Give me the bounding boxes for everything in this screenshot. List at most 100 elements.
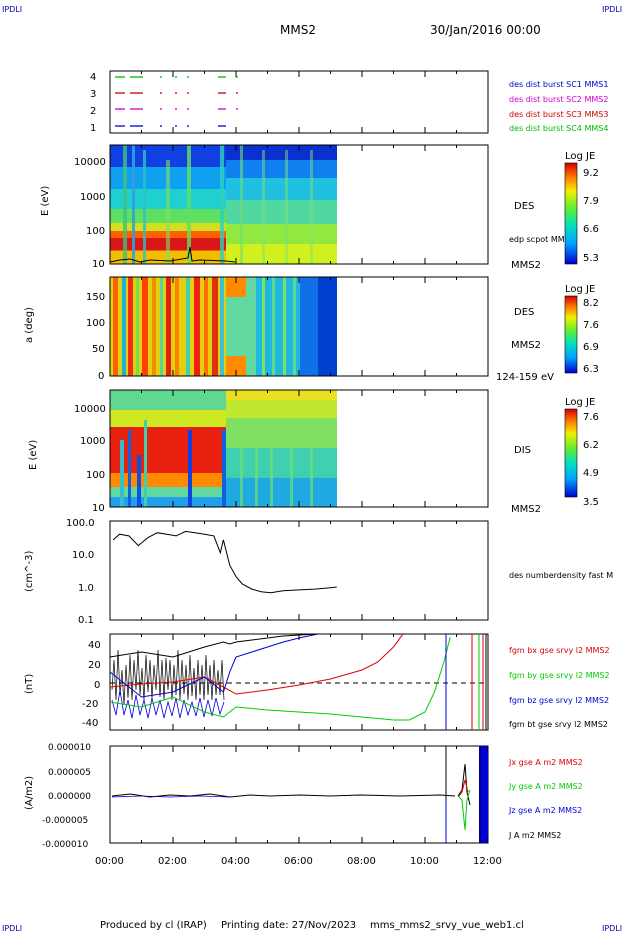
time-tick-1: 02:00 xyxy=(158,856,187,867)
des-energy-label: DES xyxy=(514,201,534,212)
current-legend-jz: Jz gse A m2 MMS2 xyxy=(508,806,582,815)
burst-panel: 4 3 2 1 des dist burst SC1 MMS1 des dist… xyxy=(90,70,608,134)
dis-energy-colorbar xyxy=(564,408,578,498)
density-frame xyxy=(109,520,489,621)
des-energy-ytick-10000: 10000 xyxy=(74,157,106,168)
dis-energy-ytick-10000: 10000 xyxy=(74,404,106,415)
des-pitch-energy-band: 124-159 eV xyxy=(496,372,554,383)
des-energy-ytick-1000: 1000 xyxy=(80,192,105,203)
density-ytick-1: 1.0 xyxy=(78,583,94,594)
bfield-ytick-neg40: -40 xyxy=(82,718,98,729)
des-energy-cbar-tick-1: 9.2 xyxy=(583,168,599,179)
burst-legend-sc1: des dist burst SC1 MMS1 xyxy=(509,80,608,89)
density-panel: (cm^-3) 100.0 10.0 1.0 0.1 des numberden… xyxy=(24,518,613,626)
bfield-legend-by: fgm by gse srvy l2 MMS2 xyxy=(509,671,610,680)
current-ylabel: (A/m2) xyxy=(24,776,35,810)
des-energy-colorbar-title: Log JE xyxy=(565,151,595,162)
density-ytick-0.1: 0.1 xyxy=(78,615,94,626)
des-pitch-ytick-100: 100 xyxy=(86,318,105,329)
density-series-line xyxy=(112,530,337,594)
current-panel: (A/m2) 0.000010 0.000005 0.000000 -0.000… xyxy=(24,743,583,850)
mission-title: MMS2 xyxy=(280,23,316,37)
time-tick-3: 06:00 xyxy=(284,856,313,867)
burst-legend-sc3: des dist burst SC3 MMS3 xyxy=(509,110,608,119)
bfield-legend-bt: fgm bt gse srvy l2 MMS2 xyxy=(509,720,608,729)
bfield-ytick-40: 40 xyxy=(88,640,101,651)
des-pitch-panel: a (deg) 150 100 50 0 DES MMS2 124-159 eV… xyxy=(24,276,599,383)
burst-panel-frame xyxy=(109,70,489,134)
density-ylabel: (cm^-3) xyxy=(24,551,35,592)
des-energy-cbar-tick-2: 7.9 xyxy=(583,196,599,207)
des-pitch-label: DES xyxy=(514,307,534,318)
time-tick-2: 04:00 xyxy=(221,856,250,867)
dis-energy-label: DIS xyxy=(514,445,531,456)
time-tick-4: 08:00 xyxy=(347,856,376,867)
bfield-noise xyxy=(111,649,225,719)
bfield-bx-line xyxy=(109,633,404,695)
des-pitch-cbar-tick-1: 8.2 xyxy=(583,298,599,309)
current-spike-green xyxy=(457,789,471,831)
dis-energy-cbar-tick-4: 3.5 xyxy=(583,497,599,508)
footer-file: mms_mms2_srvy_vue_web1.cl xyxy=(370,920,524,931)
des-pitch-ylabel: a (deg) xyxy=(24,307,35,343)
dis-energy-cbar-tick-1: 7.6 xyxy=(583,412,599,423)
current-ytick-5: -0.000010 xyxy=(42,840,88,850)
bfield-ytick-20: 20 xyxy=(88,660,101,671)
des-pitch-cbar-tick-3: 6.9 xyxy=(583,342,599,353)
des-energy-ylabel: E (eV) xyxy=(40,186,51,216)
des-pitch-ytick-150: 150 xyxy=(86,292,105,303)
des-energy-ytick-10: 10 xyxy=(92,259,105,270)
date-title: 30/Jan/2016 00:00 xyxy=(430,23,541,37)
des-pitch-spacecraft: MMS2 xyxy=(511,340,541,351)
dis-energy-spacecraft: MMS2 xyxy=(511,504,541,515)
burst-ytick-1: 1 xyxy=(90,123,96,134)
time-tick-6: 12:00 xyxy=(473,856,502,867)
bfield-bt-line xyxy=(109,633,318,658)
dis-energy-panel: E (eV) 10000 1000 100 10 DIS MMS2 Log JE… xyxy=(28,389,599,515)
burst-ytick-2: 2 xyxy=(90,106,96,117)
current-jz-noise xyxy=(111,795,231,798)
des-pitch-ytick-50: 50 xyxy=(92,344,105,355)
des-energy-ytick-100: 100 xyxy=(86,226,105,237)
des-energy-spacecraft: MMS2 xyxy=(511,260,541,271)
dis-energy-cbar-tick-2: 6.2 xyxy=(583,440,599,451)
dis-energy-spectrogram xyxy=(110,390,337,507)
des-pitch-spectrogram xyxy=(110,277,337,376)
bfield-ylabel: (nT) xyxy=(24,674,35,694)
current-legend-jx: Jx gse A m2 MMS2 xyxy=(508,758,583,767)
des-energy-cbar-tick-3: 6.6 xyxy=(583,224,599,235)
dis-energy-ytick-10: 10 xyxy=(92,503,105,514)
des-pitch-colorbar xyxy=(564,295,578,374)
time-axis: 00:00 02:00 04:00 06:00 08:00 10:00 12:0… xyxy=(95,856,502,867)
des-pitch-cbar-tick-2: 7.6 xyxy=(583,320,599,331)
dis-energy-ylabel: E (eV) xyxy=(28,440,39,470)
bfield-legend-bx: fgm bx gse srvy l2 MMS2 xyxy=(509,646,610,655)
des-pitch-cbar-tick-4: 6.3 xyxy=(583,364,599,375)
density-legend: des numberdensity fast M xyxy=(509,571,613,580)
time-tick-0: 00:00 xyxy=(95,856,124,867)
burst-legend-sc2: des dist burst SC2 MMS2 xyxy=(509,95,608,104)
current-ytick-3: 0.000000 xyxy=(48,792,91,802)
current-end-block xyxy=(479,746,488,843)
current-spike-red xyxy=(458,779,469,797)
density-ytick-100: 100.0 xyxy=(66,518,95,529)
des-energy-colorbar xyxy=(564,162,578,265)
des-energy-cbar-tick-4: 5.3 xyxy=(583,253,599,264)
footer-printing-date: Printing date: 27/Nov/2023 xyxy=(221,920,356,931)
des-pitch-colorbar-title: Log JE xyxy=(565,284,595,295)
bfield-bz-line xyxy=(109,633,319,698)
dis-energy-cbar-tick-3: 4.9 xyxy=(583,468,599,479)
burst-legend-sc4: des dist burst SC4 MMS4 xyxy=(509,124,608,133)
des-energy-spectrogram xyxy=(109,145,337,264)
current-ytick-1: 0.000010 xyxy=(48,743,91,753)
time-tick-5: 10:00 xyxy=(410,856,439,867)
bfield-legend-bz: fgm bz gse srvy l2 MMS2 xyxy=(509,696,609,705)
current-legend-j: J A m2 MMS2 xyxy=(508,831,561,840)
corner-label-bottom-right: IPDLI xyxy=(602,924,622,933)
des-pitch-ytick-0: 0 xyxy=(98,371,104,382)
current-ytick-4: -0.000005 xyxy=(42,816,88,826)
current-frame xyxy=(109,745,489,844)
des-energy-panel: E (eV) 10000 1000 100 10 DES edp scpot M… xyxy=(40,144,599,271)
bfield-panel: (nT) 40 20 0 -20 -40 fgm bx gse srvy l2 … xyxy=(24,633,610,731)
burst-ytick-4: 4 xyxy=(90,72,96,83)
